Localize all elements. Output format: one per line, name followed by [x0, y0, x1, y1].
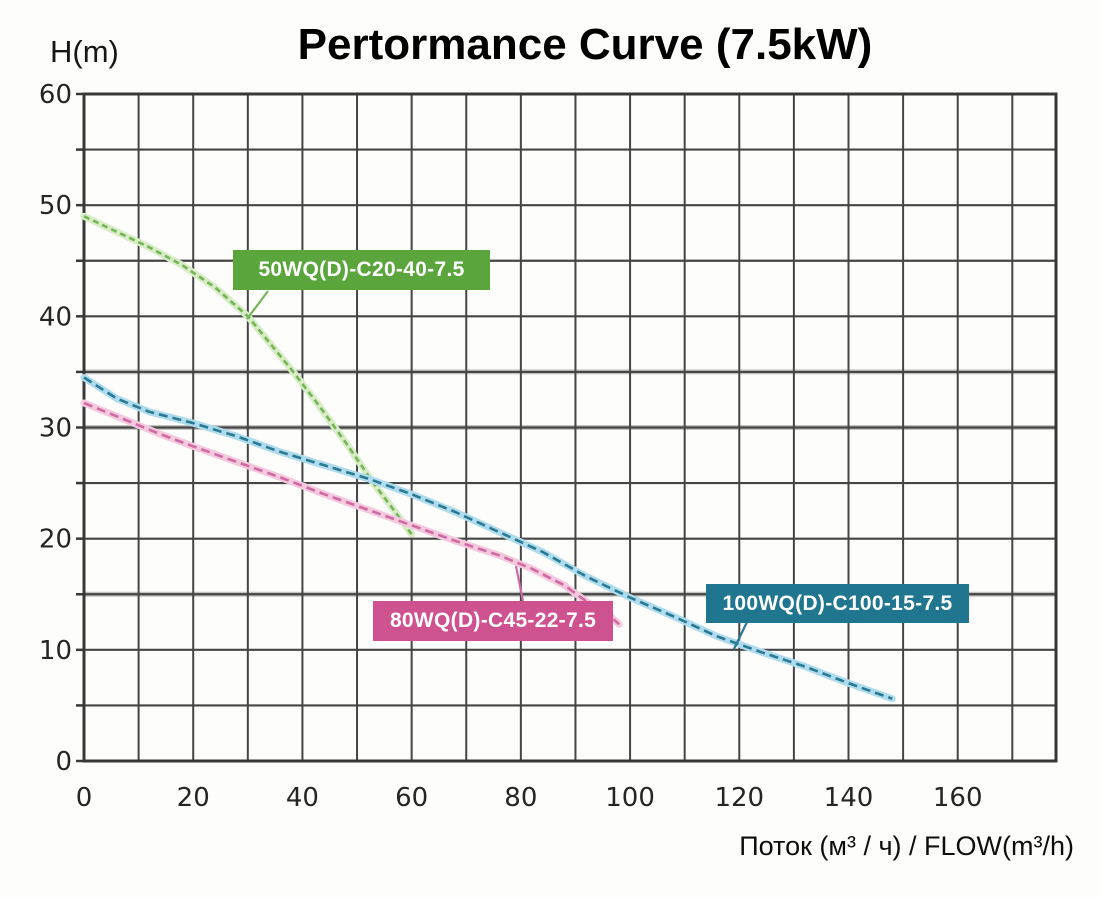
x-tick-label: 80: [504, 783, 537, 813]
y-tick-label: 40: [39, 302, 72, 332]
x-tick-label: 100: [605, 783, 655, 813]
x-tick-label: 0: [76, 783, 93, 813]
y-axis-unit-label: H(m): [50, 34, 119, 69]
series-leader-line-1: [514, 565, 525, 602]
x-tick-label: 60: [395, 783, 428, 813]
series-leader-line-2: [733, 621, 748, 650]
y-tick-label: 60: [39, 80, 72, 110]
x-tick-label: 140: [824, 783, 874, 813]
y-tick-label: 20: [39, 525, 72, 555]
series-leader-line-0: [246, 290, 269, 320]
y-tick-label: 30: [39, 414, 72, 444]
series-curve-1: [83, 401, 620, 626]
y-tick-label: 50: [39, 191, 72, 221]
x-tick-label: 160: [933, 783, 983, 813]
series-curve-2: [83, 376, 893, 700]
series-label-80wq: 80WQ(D)-C45-22-7.5: [373, 601, 613, 641]
series-label-100wq: 100WQ(D)-C100-15-7.5: [706, 584, 969, 623]
y-tick-label: 0: [55, 747, 72, 777]
x-tick-label: 20: [177, 783, 210, 813]
x-axis-label: Поток (м³ / ч) / FLOW(m³/h): [739, 831, 1074, 861]
x-tick-label: 120: [714, 783, 764, 813]
x-tick-label: 40: [286, 783, 319, 813]
chart-title: Pertormance Curve (7.5kW): [297, 20, 873, 69]
series-label-50wq: 50WQ(D)-C20-40-7.5: [233, 250, 490, 290]
y-tick-label: 10: [39, 636, 72, 666]
